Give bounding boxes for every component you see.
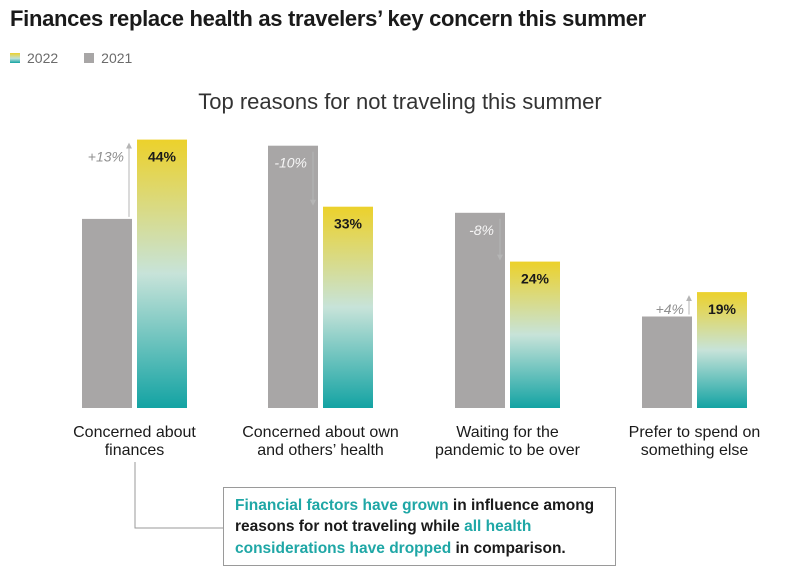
category-label-3-line-1: Waiting for the — [456, 424, 559, 441]
category-label-4-line-2: something else — [641, 442, 749, 459]
category-label-2-line-2: and others’ health — [257, 442, 384, 459]
bar-2022-2 — [323, 206, 373, 408]
callout-text-2: in comparison. — [451, 539, 566, 557]
bar-2021-2 — [268, 145, 318, 408]
legend-item-2022: 2022 — [10, 50, 58, 66]
legend-item-2021: 2021 — [84, 50, 132, 66]
category-label-1-line-2: finances — [105, 442, 165, 459]
legend-swatch-2022 — [10, 53, 20, 63]
bar-2022-1 — [137, 139, 187, 408]
change-label-3: -8% — [469, 222, 494, 238]
bar-2022-3 — [510, 261, 560, 408]
change-label-4: +4% — [656, 301, 684, 317]
category-label-4-line-1: Prefer to spend on — [629, 424, 761, 441]
data-label-2022-1: 44% — [148, 149, 177, 165]
callout-text-1: in influence among reasons for not trave… — [235, 497, 595, 536]
bar-2021-4 — [642, 316, 692, 408]
legend: 2022 2021 — [10, 50, 132, 66]
bar-2021-1 — [82, 218, 132, 408]
callout-connector-line — [134, 462, 223, 529]
data-label-2022-3: 24% — [521, 271, 550, 287]
legend-label-2021: 2021 — [101, 50, 133, 66]
callout-highlight-2: all health considerations have dropped — [235, 518, 532, 557]
change-label-2: -10% — [274, 155, 307, 171]
bar-2022-4 — [697, 292, 747, 408]
data-label-2022-4: 19% — [708, 301, 737, 317]
category-label-1-line-1: Concerned about — [73, 424, 196, 441]
category-label-3-line-2: pandemic to be over — [435, 442, 581, 459]
chart-title: Top reasons for not traveling this summe… — [198, 89, 602, 114]
bar-2021-3 — [455, 212, 505, 408]
page-title: Finances replace health as travelers’ ke… — [10, 6, 646, 31]
category-label-2-line-1: Concerned about own — [242, 424, 399, 441]
legend-label-2022: 2022 — [27, 50, 59, 66]
callout-highlight-1: Financial factors have grown — [235, 497, 449, 514]
data-label-2022-2: 33% — [334, 216, 363, 232]
legend-swatch-2021 — [84, 53, 95, 63]
callout-note: Financial factors have grown in influenc… — [223, 487, 616, 566]
change-label-1: +13% — [88, 149, 124, 165]
